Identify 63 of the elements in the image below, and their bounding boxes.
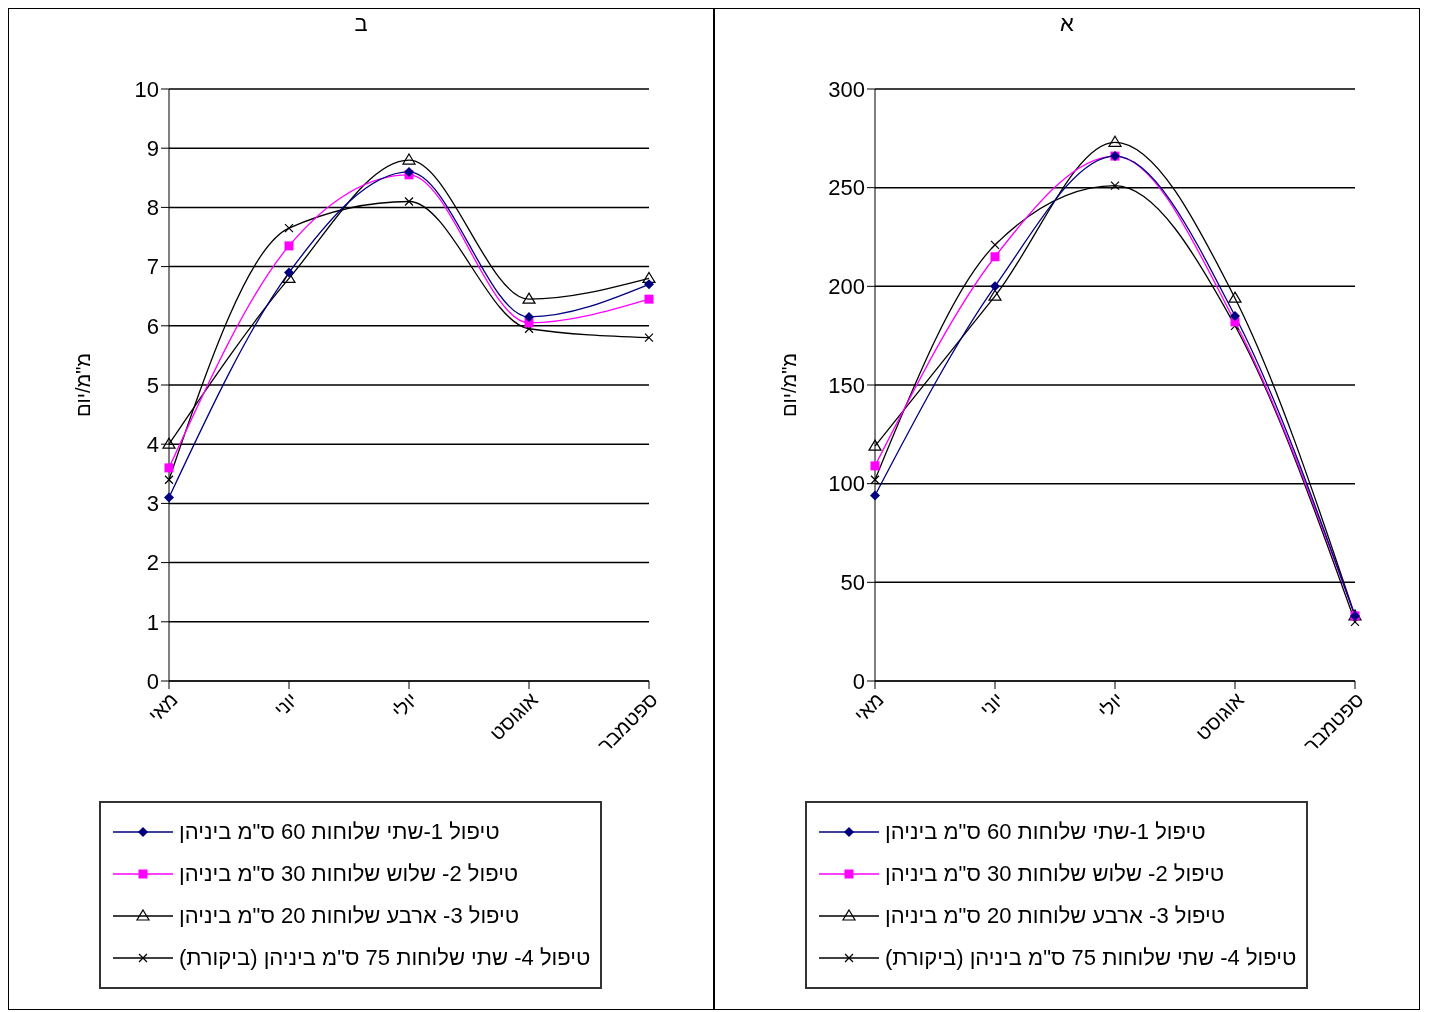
x-tick-label: אוגוסט <box>1191 688 1249 745</box>
x-tick-label: ספטמבר <box>1299 688 1368 757</box>
point <box>870 461 880 471</box>
x-tick-label: ספטמבר <box>593 688 662 757</box>
y-tick-label: 1 <box>146 609 159 635</box>
y-tick-label: 3 <box>146 491 159 517</box>
y-tick-label: 4 <box>146 432 159 458</box>
y-tick-label: 150 <box>828 372 865 398</box>
point <box>404 196 414 207</box>
x-tick-label: יולי <box>1093 688 1128 723</box>
legend-label: טיפול 3- ארבע שלוחות 20 ס"מ ביניהן <box>179 903 520 929</box>
y-tick-label: 8 <box>146 195 159 221</box>
point <box>284 241 294 251</box>
y-tick-label: 5 <box>146 372 159 398</box>
x-tick-label: אוגוסט <box>485 688 543 745</box>
point <box>642 271 656 284</box>
y-axis-title: מ"מ/יום <box>72 352 95 418</box>
y-tick-label: 300 <box>828 76 865 102</box>
y-tick-label: 6 <box>146 313 159 339</box>
x-tick-label: יוני <box>269 688 302 721</box>
legend-label: טיפול 2- שלוש שלוחות 30 ס"מ ביניהן <box>885 861 1225 887</box>
point <box>644 294 654 304</box>
point <box>404 166 414 177</box>
chart-title: ב <box>353 10 369 38</box>
point <box>1108 135 1122 147</box>
point <box>644 279 654 290</box>
point <box>988 289 1002 301</box>
y-tick-label: 50 <box>840 570 865 596</box>
point <box>990 281 1000 292</box>
y-tick-label: 250 <box>828 175 865 201</box>
point <box>990 252 1000 262</box>
point <box>522 292 536 304</box>
chart-title: א <box>1059 10 1075 38</box>
point <box>284 267 294 278</box>
point <box>1110 181 1120 191</box>
point <box>284 223 294 233</box>
point <box>402 153 416 165</box>
y-tick-label: 9 <box>146 136 159 162</box>
point <box>1230 310 1240 321</box>
point <box>870 475 880 485</box>
x-tick-label: יולי <box>387 688 422 723</box>
point <box>164 492 174 503</box>
point <box>524 311 534 322</box>
y-tick-label: 200 <box>828 274 865 300</box>
legend-label: טיפול 4- שתי שלוחות 75 ס"מ ביניהן (ביקורת) <box>179 945 591 971</box>
point <box>164 463 174 473</box>
legend-label: טיפול 4- שתי שלוחות 75 ס"מ ביניהן (ביקורת) <box>885 945 1297 971</box>
point <box>990 240 1000 250</box>
y-tick-label: 10 <box>134 76 159 102</box>
y-tick-label: 7 <box>146 254 159 280</box>
point <box>870 490 880 501</box>
y-tick-label: 2 <box>146 550 159 576</box>
legend-label: טיפול 2- שלוש שלוחות 30 ס"מ ביניהן <box>179 861 519 887</box>
legend-label: טיפול 3- ארבע שלוחות 20 ס"מ ביניהן <box>885 903 1226 929</box>
y-tick-label: 100 <box>828 471 865 497</box>
point <box>644 333 654 343</box>
point <box>1228 291 1242 303</box>
point <box>164 475 174 485</box>
point <box>868 439 882 451</box>
legend-label: טיפול 1-שתי שלוחות 60 ס"מ ביניהן <box>885 819 1206 845</box>
y-axis-title: מ"מ/יום <box>778 352 801 418</box>
x-tick-label: יוני <box>975 688 1008 721</box>
legend-label: טיפול 1-שתי שלוחות 60 ס"מ ביניהן <box>179 819 500 845</box>
